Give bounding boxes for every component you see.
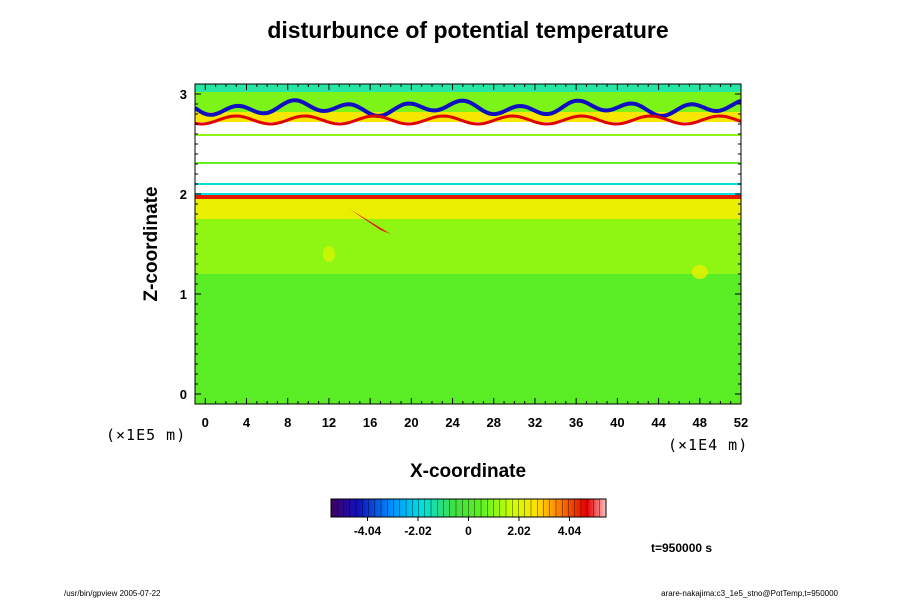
x-axis-label: X-coordinate (410, 461, 526, 482)
x-tick-label: 36 (569, 415, 583, 430)
x-axis-unit: (×1E4 m) (668, 436, 748, 454)
warm-streak (349, 209, 391, 234)
x-tick-label: 32 (528, 415, 542, 430)
footer-right: arare-nakajima:c3_1e5_stno@PotTemp,t=950… (661, 589, 838, 598)
x-tick-label: 0 (202, 415, 209, 430)
stripe (195, 162, 741, 164)
stripe (195, 134, 741, 136)
footer-left: /usr/bin/gpview 2005-07-22 (64, 589, 161, 598)
upper-wave (195, 98, 741, 119)
y-tick-label: 3 (180, 87, 187, 102)
y-axis-unit: (×1E5 m) (106, 426, 186, 444)
x-tick-label: 52 (734, 415, 748, 430)
colorbar-tick-label: 2.02 (507, 524, 531, 538)
chart-title: disturbunce of potential temperature (267, 17, 668, 43)
colorbar-tick-label: -4.04 (354, 524, 382, 538)
y-tick-label: 1 (180, 287, 187, 302)
field-band (195, 112, 741, 122)
x-tick-label: 12 (322, 415, 336, 430)
x-tick-label: 4 (243, 415, 251, 430)
plot-area (195, 84, 741, 404)
x-tick-label: 20 (404, 415, 418, 430)
top-edge (195, 84, 741, 92)
x-tick-label: 44 (651, 415, 666, 430)
colorbar-tick-label: 0 (465, 524, 472, 538)
time-label: t=950000 s (651, 541, 712, 555)
y-tick-label: 2 (180, 187, 187, 202)
stripe (195, 193, 741, 195)
y-tick-label: 0 (180, 387, 187, 402)
stripe (195, 183, 741, 185)
x-tick-label: 24 (445, 415, 460, 430)
upper-wave-warm (195, 114, 741, 126)
field-band (195, 274, 741, 404)
colorbar-tick-label: 4.04 (558, 524, 582, 538)
field-band (195, 219, 741, 274)
y-axis-label: Z-coordinate (141, 186, 162, 301)
x-tick-label: 48 (693, 415, 707, 430)
x-tick-label: 16 (363, 415, 377, 430)
warm-blob (322, 246, 335, 262)
x-tick-label: 8 (284, 415, 291, 430)
x-tick-label: 40 (610, 415, 624, 430)
red-band (195, 195, 741, 199)
field-band (195, 199, 741, 219)
warm-blob (691, 265, 708, 279)
colorbar-tick-label: -2.02 (404, 524, 432, 538)
x-tick-label: 28 (487, 415, 501, 430)
